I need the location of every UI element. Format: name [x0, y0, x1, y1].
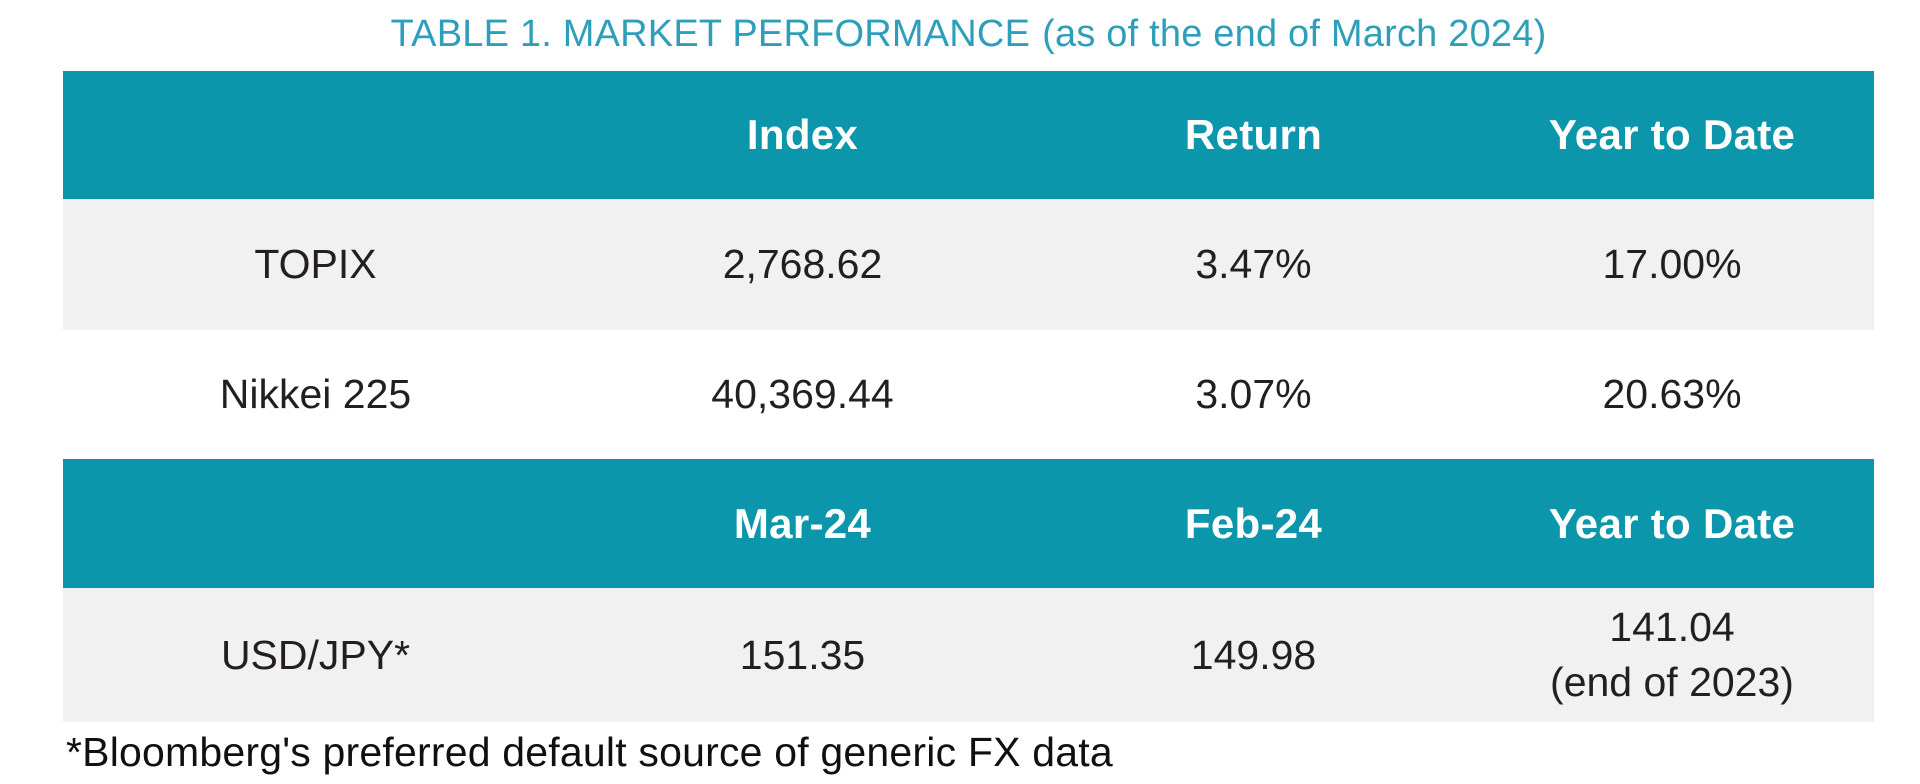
usdjpy-ytd-note: (end of 2023): [1550, 659, 1794, 705]
equity-header-blank: [63, 71, 568, 199]
nikkei-name-cell: Nikkei 225: [63, 330, 568, 459]
equity-header-ytd: Year to Date: [1470, 71, 1874, 199]
table-row-usdjpy: USD/JPY* 151.35 149.98 141.04 (end of 20…: [63, 588, 1874, 722]
topix-index-cell: 2,768.62: [568, 199, 1037, 330]
fx-header-mar24: Mar-24: [568, 459, 1037, 588]
page-title-suffix: (as of the end of March 2024): [1042, 12, 1547, 55]
usdjpy-mar24-cell: 151.35: [568, 588, 1037, 722]
fx-header-row: Mar-24 Feb-24 Year to Date: [63, 459, 1874, 588]
market-performance-table: Index Return Year to Date TOPIX 2,768.62…: [63, 71, 1874, 722]
topix-return-cell: 3.47%: [1037, 199, 1470, 330]
usdjpy-ytd-cell: 141.04 (end of 2023): [1470, 588, 1874, 722]
equity-header-index: Index: [568, 71, 1037, 199]
topix-ytd-cell: 17.00%: [1470, 199, 1874, 330]
topix-name-cell: TOPIX: [63, 199, 568, 330]
equity-header-row: Index Return Year to Date: [63, 71, 1874, 199]
fx-header-ytd: Year to Date: [1470, 459, 1874, 588]
nikkei-index-cell: 40,369.44: [568, 330, 1037, 459]
footnote: *Bloomberg's preferred default source of…: [66, 728, 1113, 775]
page-title-main: TABLE 1. MARKET PERFORMANCE: [390, 12, 1031, 55]
fx-header-feb24: Feb-24: [1037, 459, 1470, 588]
usdjpy-name-cell: USD/JPY*: [63, 588, 568, 722]
usdjpy-ytd-value: 141.04: [1609, 604, 1735, 650]
table-row-nikkei: Nikkei 225 40,369.44 3.07% 20.63%: [63, 330, 1874, 459]
table-row-topix: TOPIX 2,768.62 3.47% 17.00%: [63, 199, 1874, 330]
usdjpy-feb24-cell: 149.98: [1037, 588, 1470, 722]
page-title: TABLE 1. MARKET PERFORMANCE (as of the e…: [63, 0, 1874, 68]
nikkei-ytd-cell: 20.63%: [1470, 330, 1874, 459]
fx-header-blank: [63, 459, 568, 588]
equity-header-return: Return: [1037, 71, 1470, 199]
nikkei-return-cell: 3.07%: [1037, 330, 1470, 459]
